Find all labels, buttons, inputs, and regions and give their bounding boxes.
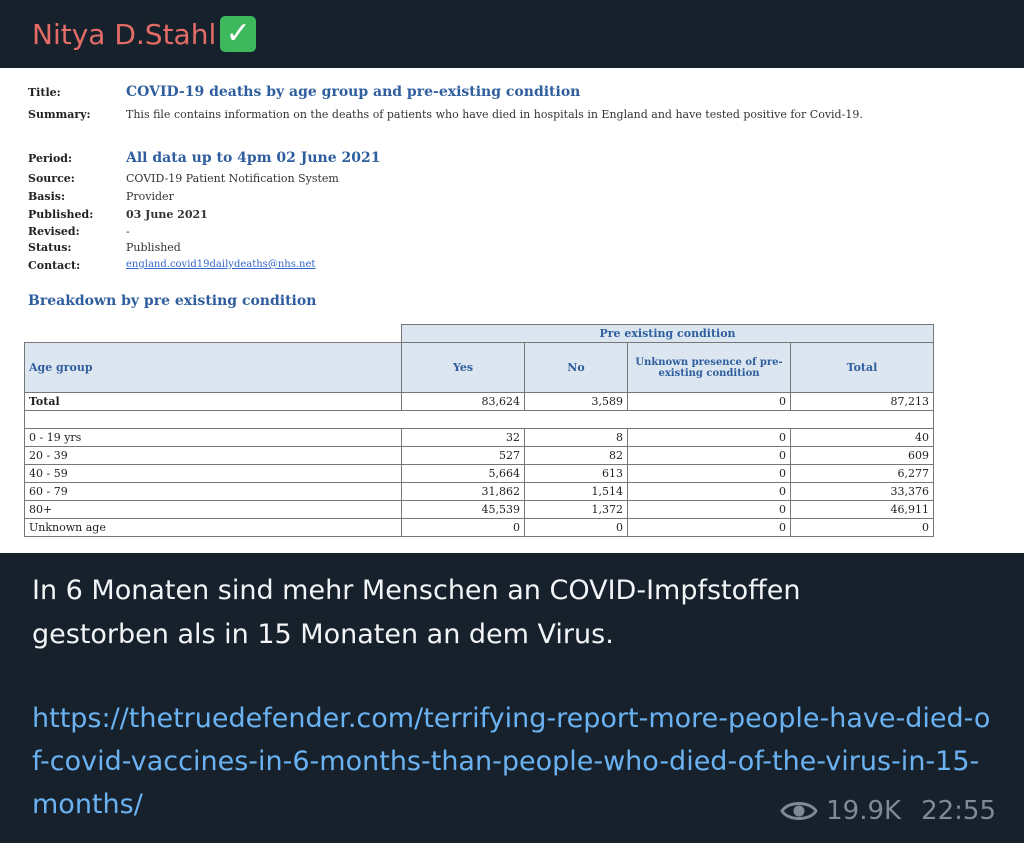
post-link[interactable]: https://thetruedefender.com/terrifying-r… [32,703,991,820]
document-summary: This file contains information on the de… [126,108,863,121]
cell-age: Unknown age [24,518,402,537]
contact-email-link[interactable]: england.covid19dailydeaths@nhs.net [126,259,316,270]
published-label: Published: [28,208,94,221]
document-period: All data up to 4pm 02 June 2021 [126,150,381,166]
document-source: COVID-19 Patient Notification System [126,172,339,185]
document-published: 03 June 2021 [126,208,208,221]
document-status: Published [126,241,181,254]
cell-no: 8 [524,428,628,447]
table-row: 60 - 79 31,862 1,514 0 33,376 [24,482,934,501]
cell-age: 80+ [24,500,402,519]
eye-icon [780,802,818,820]
cell-unknown: 0 [627,464,791,483]
attached-screenshot[interactable]: Title: COVID-19 deaths by age group and p… [0,68,1024,553]
col-header-yes: Yes [401,342,525,393]
table-row: 80+ 45,539 1,372 0 46,911 [24,500,934,519]
table-row: 40 - 59 5,664 613 0 6,277 [24,464,934,483]
cell-total: 0 [790,518,934,537]
author-name-text[interactable]: Nitya D.Stahl [32,17,217,51]
caption-line-1: In 6 Monaten sind mehr Menschen an COVID… [32,575,801,606]
cell-unknown: 0 [627,500,791,519]
period-label: Period: [28,152,73,165]
cell-yes: 0 [401,518,525,537]
basis-label: Basis: [28,190,66,203]
cell-age: 20 - 39 [24,446,402,465]
check-mark-icon: ✓ [220,16,257,52]
cell-yes: 32 [401,428,525,447]
document-revised: - [126,225,130,238]
cell-unknown: 0 [627,482,791,501]
cell-no: 3,589 [524,392,628,411]
cell-no: 613 [524,464,628,483]
cell-unknown: 0 [627,392,791,411]
author-name[interactable]: Nitya D.Stahl ✓ [32,16,257,52]
document-title: COVID-19 deaths by age group and pre-exi… [126,84,581,100]
table-row: 20 - 39 527 82 0 609 [24,446,934,465]
col-header-total: Total [790,342,934,393]
cell-no: 1,514 [524,482,628,501]
source-label: Source: [28,172,75,185]
deaths-table: Pre existing condition Age group Yes No … [24,324,934,537]
summary-label: Summary: [28,108,91,121]
post-caption: In 6 Monaten sind mehr Menschen an COVID… [32,569,992,657]
cell-total: 6,277 [790,464,934,483]
cell-yes: 83,624 [401,392,525,411]
cell-no: 1,372 [524,500,628,519]
group-header: Pre existing condition [401,324,934,343]
table-row: 0 - 19 yrs 32 8 0 40 [24,428,934,447]
section-title: Breakdown by pre existing condition [28,293,317,309]
cell-yes: 5,664 [401,464,525,483]
cell-no: 0 [524,518,628,537]
cell-unknown: 0 [627,446,791,465]
cell-unknown: 0 [627,518,791,537]
cell-unknown: 0 [627,428,791,447]
cell-age: 60 - 79 [24,482,402,501]
col-header-age: Age group [24,342,402,393]
cell-total: 87,213 [790,392,934,411]
cell-yes: 31,862 [401,482,525,501]
caption-line-2: gestorben als in 15 Monaten an dem Virus… [32,619,614,650]
cell-no: 82 [524,446,628,465]
post-footer: 19.9K 22:55 [780,796,996,826]
document-basis: Provider [126,190,174,203]
cell-age: 0 - 19 yrs [24,428,402,447]
col-header-no: No [524,342,628,393]
cell-age: Total [24,392,402,411]
table-row: Unknown age 0 0 0 0 [24,518,934,537]
post-time: 22:55 [921,796,996,826]
title-label: Title: [28,86,61,99]
cell-total: 609 [790,446,934,465]
cell-yes: 45,539 [401,500,525,519]
table-row: Total 83,624 3,589 0 87,213 [24,392,934,411]
view-count: 19.9K [826,796,902,826]
revised-label: Revised: [28,225,80,238]
cell-yes: 527 [401,446,525,465]
contact-label: Contact: [28,259,81,272]
cell-total: 40 [790,428,934,447]
status-label: Status: [28,241,72,254]
cell-age: 40 - 59 [24,464,402,483]
cell-total: 46,911 [790,500,934,519]
col-header-unknown: Unknown presence of pre-existing conditi… [627,342,791,393]
post-header: Nitya D.Stahl ✓ [0,0,1024,68]
cell-total: 33,376 [790,482,934,501]
